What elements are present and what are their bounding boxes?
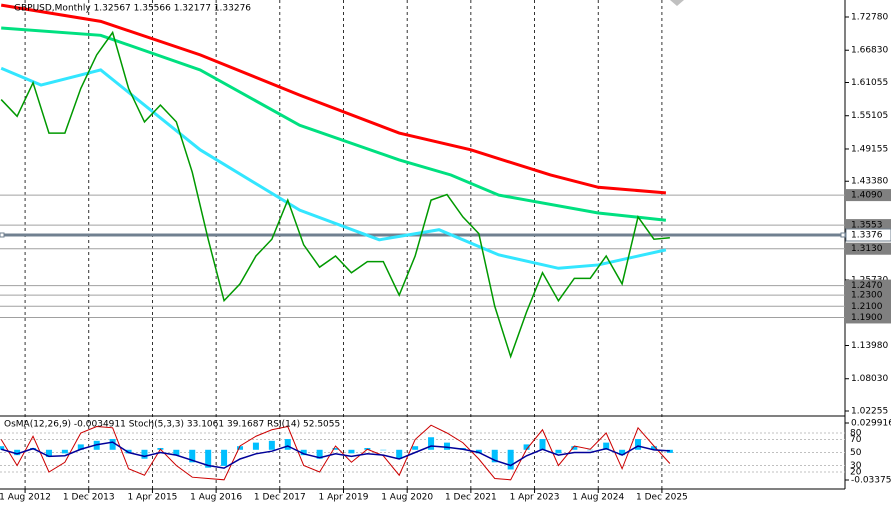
osma-bar [141, 449, 148, 459]
osma-bar [221, 449, 228, 466]
level-handle [840, 232, 846, 238]
level-label-box [846, 300, 891, 313]
level-label-box [846, 279, 891, 292]
osma-bar [252, 442, 259, 450]
moving-average [1, 26, 667, 222]
osc-tick-label: 50 [850, 448, 862, 458]
osc-tick-label: 80 [850, 429, 862, 439]
level-label-box [846, 219, 891, 232]
osc-tick-label: 30 [850, 461, 862, 471]
y-tick-label: 1.02255 [851, 407, 888, 417]
osma-bar [0, 446, 5, 450]
osma-bar [555, 449, 562, 454]
osma-bar [475, 449, 482, 454]
osma-bar [332, 447, 339, 450]
chart-header: GBPUSD,Monthly 1.32567 1.35566 1.32177 1… [14, 4, 251, 14]
osma-bar [61, 449, 68, 454]
osma-bar [635, 439, 642, 450]
osma-bar [284, 439, 291, 450]
level-label-box [846, 289, 891, 302]
y-tick-label: 1.61055 [851, 78, 888, 88]
level-label: 1.1900 [851, 313, 883, 323]
scroll-marker [670, 0, 684, 6]
level-label-box [846, 189, 891, 202]
rsi-line [0, 441, 670, 469]
osma-bar [571, 446, 578, 450]
moving-average [0, 3, 667, 195]
osma-bar [173, 449, 180, 456]
x-tick-label: 1 Apr 2015 [127, 493, 177, 503]
level-label: 1.2300 [851, 291, 883, 301]
osc-tick-label: 70 [850, 435, 862, 445]
x-tick-label: 1 Dec 2021 [445, 493, 497, 503]
moving-average [0, 66, 667, 270]
level-label-box [845, 228, 891, 242]
y-tick-label: 1.13980 [851, 341, 888, 351]
x-tick-label: 1 Dec 2017 [254, 493, 306, 503]
y-tick-label: 1.72780 [851, 12, 888, 22]
osma-bar [539, 439, 546, 450]
x-tick-label: 1 Apr 2019 [319, 493, 369, 503]
osc-tick-label: 20 [850, 468, 862, 478]
osma-bar [125, 449, 132, 454]
osma-bar [666, 449, 673, 453]
osma-bar [619, 449, 626, 456]
osma-bar [237, 446, 244, 450]
price-line [0, 30, 670, 359]
osma-bar [491, 449, 498, 463]
osma-bar [603, 442, 610, 450]
osma-bar [380, 449, 387, 451]
y-tick-label: 1.08030 [851, 374, 888, 384]
level-label: 1.3376 [851, 230, 883, 240]
osma-tick-label: -0.033754 [851, 476, 891, 486]
level-label: 1.2470 [851, 281, 883, 291]
level-handle [0, 232, 5, 238]
osma-bar [77, 444, 84, 450]
y-tick-label: 1.55105 [851, 111, 888, 121]
y-tick-label: 1.66830 [851, 46, 888, 56]
osma-bar [316, 449, 323, 459]
x-tick-label: 1 Aug 2024 [572, 493, 624, 503]
level-label: 1.4090 [851, 191, 883, 201]
osma-bar [428, 437, 435, 450]
level-label-box [846, 242, 891, 255]
x-tick-label: 1 Aug 2012 [0, 493, 51, 503]
osma-bar [587, 449, 594, 451]
oscillator-header: OsMA(12,26,9) -0.0034911 Stoch(5,3,3) 33… [4, 420, 340, 430]
x-tick-label: 1 Dec 2013 [63, 493, 115, 503]
stoch-line [0, 424, 671, 481]
level-label: 1.2100 [851, 302, 883, 312]
y-tick-label: 1.43380 [851, 177, 888, 187]
osma-bar [205, 449, 212, 468]
osma-tick-label: 0.029916 [851, 419, 891, 429]
osma-bar [45, 449, 52, 457]
level-label-box [846, 311, 891, 324]
osma-bar [507, 449, 514, 470]
osma-bar [523, 444, 530, 450]
osma-bar [300, 449, 307, 456]
osma-bar [396, 449, 403, 459]
x-tick-label: 1 Aug 2016 [190, 493, 242, 503]
x-tick-label: 1 Apr 2023 [510, 493, 560, 503]
osma-bar [348, 449, 355, 454]
level-label: 1.3130 [851, 244, 883, 254]
osma-bar [412, 446, 419, 450]
osma-bar [268, 440, 275, 450]
osma-bar [443, 442, 450, 450]
osma-bar [109, 439, 116, 450]
osma-bar [650, 446, 657, 450]
x-tick-label: 1 Dec 2025 [636, 493, 688, 503]
osma-bar [14, 449, 21, 456]
osma-bar [189, 449, 196, 463]
y-tick-label: 1.49155 [851, 144, 888, 154]
x-tick-label: 1 Aug 2020 [381, 493, 433, 503]
level-label: 1.3553 [851, 221, 883, 231]
